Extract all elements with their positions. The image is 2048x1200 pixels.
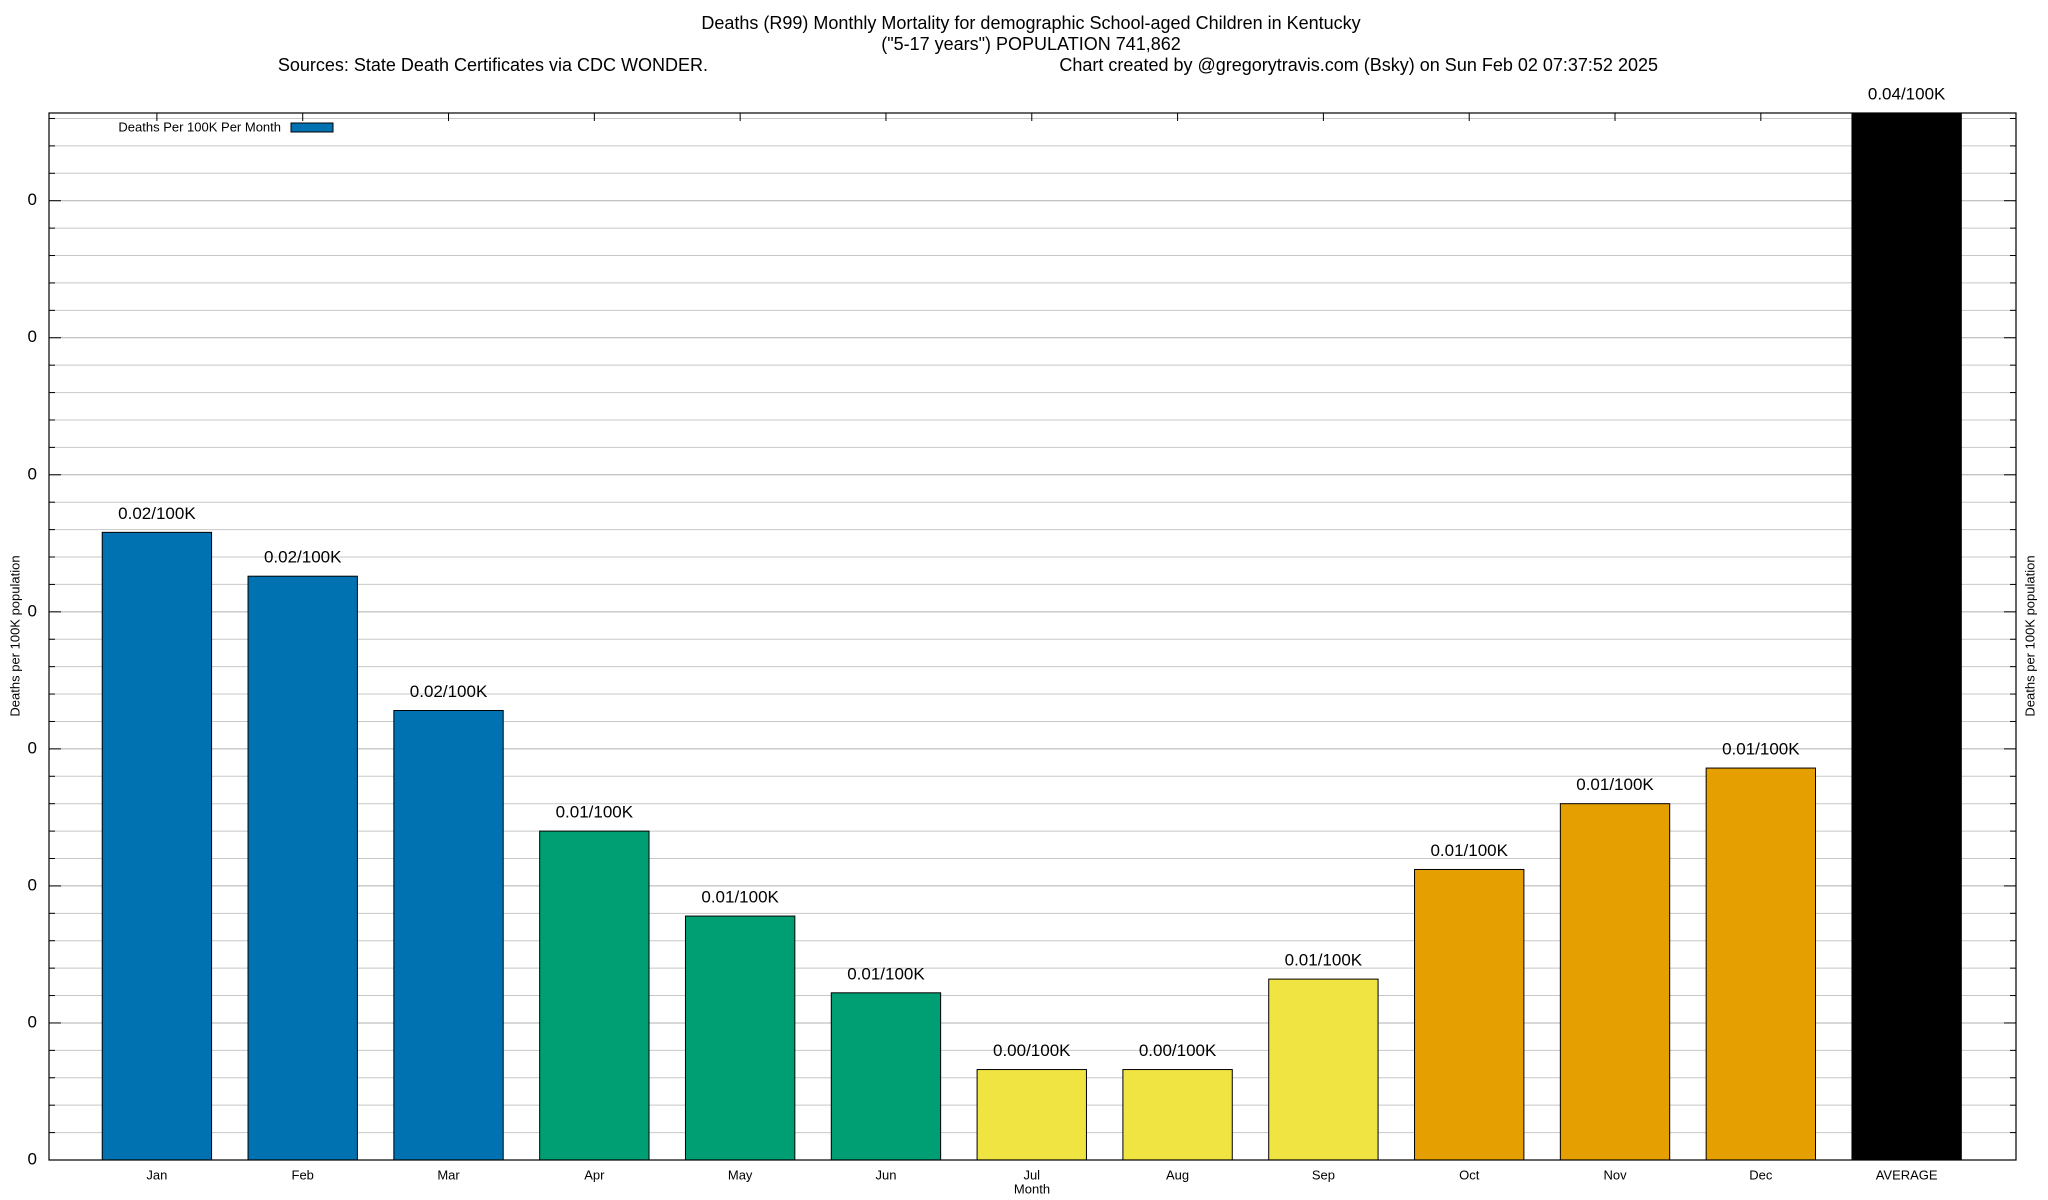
x-tick-label: Oct [1459,1167,1480,1182]
y-axis-label: Deaths per 100K population [7,555,22,716]
data-label: 0.01/100K [1576,775,1654,794]
x-tick-label: Feb [292,1167,314,1182]
bars [101,113,1962,1160]
y-tick-label: 0 [28,601,37,620]
bar [1559,803,1671,1160]
bar [830,992,942,1160]
legend-label: Deaths Per 100K Per Month [118,119,281,134]
legend-swatch [290,122,334,133]
data-label: 0.01/100K [701,888,779,907]
bar [976,1069,1087,1160]
credit: Chart created by @gregorytravis.com (Bsk… [1059,55,1658,75]
x-tick-label: Jun [875,1167,896,1182]
bar [247,575,358,1160]
y-tick-label: 0 [28,875,37,894]
data-label: 0.02/100K [118,504,196,523]
data-label: 0.01/100K [556,803,634,822]
y2-axis-label: Deaths per 100K population [2022,555,2037,716]
chart-title: Deaths (R99) Monthly Mortality for demog… [701,13,1360,33]
y-tick-label: 0 [28,327,37,346]
y-tick-label: 0 [28,190,37,209]
bar [1122,1069,1233,1160]
x-tick-label: Jul [1023,1167,1040,1182]
x-tick-label: Apr [584,1167,605,1182]
bar [1705,767,1817,1160]
bar [1414,868,1525,1160]
x-tick-label: Jan [146,1167,167,1182]
data-label: 0.01/100K [1285,951,1363,970]
data-label: 0.01/100K [847,964,925,983]
legend: Deaths Per 100K Per Month [118,119,334,134]
data-label: 0.01/100K [1430,841,1508,860]
y-tick-label: 0 [28,1012,37,1031]
x-tick-label: Nov [1603,1167,1627,1182]
chart-subtitle: ("5-17 years") POPULATION 741,862 [881,34,1181,54]
x-tick-label: May [728,1167,753,1182]
x-axis-label: Month [1014,1181,1050,1196]
y-tick-label: 0 [28,738,37,757]
data-label: 0.00/100K [993,1041,1071,1060]
sources: Sources: State Death Certificates via CD… [278,55,708,75]
x-tick-label: Mar [437,1167,460,1182]
data-label: 0.02/100K [264,548,342,567]
x-tick-label: Aug [1166,1167,1189,1182]
bar [1851,113,1962,1160]
plot-frame [48,112,2017,1161]
x-tick-label: Sep [1312,1167,1335,1182]
data-label: 0.00/100K [1139,1041,1217,1060]
x-tick-label: Dec [1749,1167,1773,1182]
y-tick-label: 0 [28,1149,37,1168]
bar [684,915,796,1160]
bar [101,531,213,1160]
bar [539,830,650,1160]
bar [393,710,504,1160]
bar [1268,978,1379,1160]
data-label: 0.04/100K [1868,84,1946,103]
data-label: 0.01/100K [1722,740,1800,759]
data-label: 0.02/100K [410,682,488,701]
x-tick-label: AVERAGE [1876,1167,1938,1182]
y-tick-label: 0 [28,464,37,483]
